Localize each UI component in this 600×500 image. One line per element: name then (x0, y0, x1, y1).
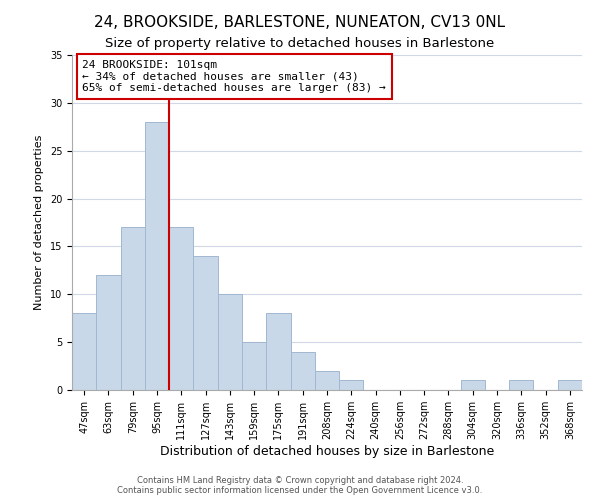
X-axis label: Distribution of detached houses by size in Barlestone: Distribution of detached houses by size … (160, 445, 494, 458)
Bar (339, 380, 364, 390)
Bar (290, 352, 315, 390)
Bar (218, 294, 242, 390)
Bar (121, 228, 145, 390)
Bar (315, 371, 339, 390)
Bar (461, 380, 485, 390)
Bar (96, 275, 121, 390)
Bar (558, 380, 582, 390)
Bar (266, 314, 290, 390)
Bar (145, 122, 169, 390)
Bar (509, 380, 533, 390)
Text: Size of property relative to detached houses in Barlestone: Size of property relative to detached ho… (106, 38, 494, 51)
Text: 24 BROOKSIDE: 101sqm
← 34% of detached houses are smaller (43)
65% of semi-detac: 24 BROOKSIDE: 101sqm ← 34% of detached h… (82, 60, 386, 93)
Bar (193, 256, 218, 390)
Bar (72, 314, 96, 390)
Text: Contains HM Land Registry data © Crown copyright and database right 2024.
Contai: Contains HM Land Registry data © Crown c… (118, 476, 482, 495)
Bar (169, 228, 193, 390)
Y-axis label: Number of detached properties: Number of detached properties (34, 135, 44, 310)
Bar (242, 342, 266, 390)
Text: 24, BROOKSIDE, BARLESTONE, NUNEATON, CV13 0NL: 24, BROOKSIDE, BARLESTONE, NUNEATON, CV1… (94, 15, 506, 30)
